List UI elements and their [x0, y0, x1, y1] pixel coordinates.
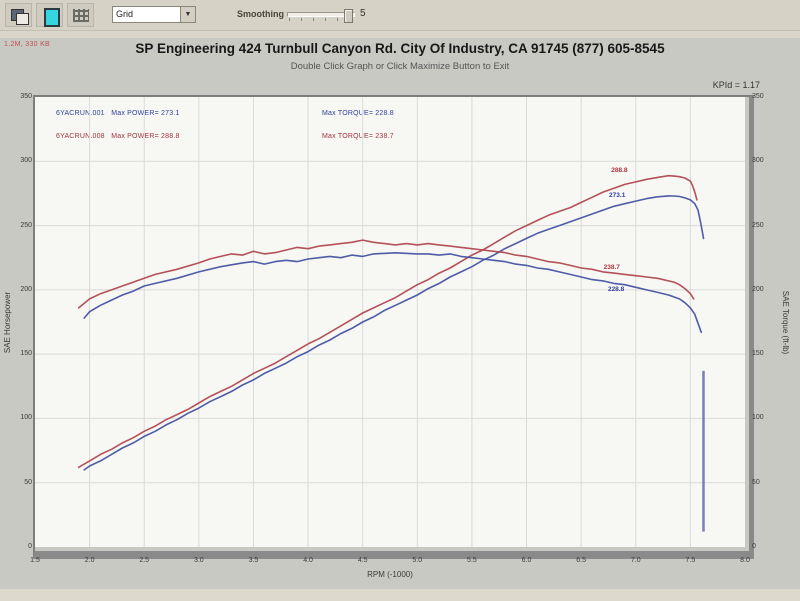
torque-tick-label: 150: [752, 350, 764, 358]
x-tick-label: 3.5: [248, 557, 259, 564]
grid-dropdown[interactable]: Grid ▼: [112, 6, 196, 23]
torque-tick-label: 0: [752, 543, 756, 550]
plot-frame: [33, 95, 754, 559]
legend-run008-file-power: 6YACRUN.008 Max POWER= 288.8: [56, 133, 180, 140]
toolbar: Grid ▼ Smoothing 5: [0, 0, 800, 31]
torque-run008-curve: [77, 239, 695, 309]
x-tick-label: 2.0: [84, 557, 95, 564]
max-value-label: 288.8: [611, 166, 628, 174]
data-grid-button[interactable]: [67, 3, 94, 27]
max-value-label: 228.8: [607, 285, 625, 293]
graph-panel: 1.2M, 330 KB SP Engineering 424 Turnbull…: [0, 38, 800, 589]
x-tick-label: 6.5: [576, 557, 586, 564]
watermark-text: 1.2M, 330 KB: [4, 41, 51, 48]
slider-thumb[interactable]: [344, 9, 353, 23]
x-tick-label: 6.0: [521, 557, 532, 564]
x-tick-label: 2.5: [139, 557, 150, 564]
legend-run001-file-power: 6YACRUN.001 Max POWER= 273.1: [56, 110, 180, 117]
x-tick-label: 3.0: [193, 557, 204, 564]
right-axis-title: SAE Torque (ft-lb): [781, 290, 791, 354]
hp-tick-label: 350: [20, 93, 32, 100]
graph-hint-subtitle: Double Click Graph or Click Maximize But…: [290, 61, 510, 72]
power-run001-curve: [83, 195, 705, 471]
torque-tick-label: 250: [752, 221, 764, 229]
hp-tick-label: 300: [20, 157, 32, 165]
graph-display-button[interactable]: [36, 3, 63, 27]
smoothing-value: 5: [360, 8, 366, 19]
x-tick-label: 7.5: [685, 557, 696, 564]
grid-icon: [68, 4, 93, 26]
torque-tick-label: 200: [752, 285, 764, 293]
torque-tick-label: 100: [752, 414, 764, 422]
max-value-label: 273.1: [609, 192, 626, 199]
hp-tick-label: 0: [28, 543, 32, 550]
curves-svg: [35, 97, 745, 547]
grid-dropdown-value: Grid: [116, 9, 134, 19]
chevron-down-icon[interactable]: ▼: [180, 7, 195, 22]
x-tick-label: 7.0: [630, 557, 641, 564]
x-tick-label: 4.0: [303, 557, 313, 564]
slider-ticks: [289, 18, 351, 21]
max-value-label: 238.7: [603, 264, 620, 271]
plot-area[interactable]: 6YACRUN.001 Max POWER= 273.1 Max TORQUE=…: [35, 97, 745, 547]
x-tick-label: 1.5: [30, 557, 40, 564]
graph-display-icon: [37, 4, 62, 27]
smoothing-label: Smoothing: [237, 9, 284, 19]
torque-run001-curve: [83, 252, 703, 334]
hp-tick-label: 100: [20, 414, 32, 422]
smoothing-slider[interactable]: [287, 8, 355, 23]
x-tick-label: 8.0: [740, 557, 750, 564]
x-tick-label: 4.5: [357, 557, 368, 564]
hp-tick-label: 250: [20, 221, 32, 229]
slider-track: [287, 12, 355, 17]
legend-run001-torque: Max TORQUE= 228.8: [322, 110, 394, 117]
power-run008-curve: [77, 174, 698, 469]
bottom-strip: [0, 589, 800, 601]
x-axis-title: RPM (-1000): [367, 570, 413, 579]
hp-tick-label: 50: [24, 478, 32, 486]
windows-button[interactable]: [5, 3, 32, 27]
legend-run008-torque: Max TORQUE= 238.7: [322, 133, 394, 140]
torque-tick-label: 50: [752, 478, 760, 486]
torque-tick-label: 350: [752, 93, 764, 100]
torque-tick-label: 300: [752, 157, 764, 165]
hp-tick-label: 200: [20, 285, 32, 293]
shop-title: SP Engineering 424 Turnbull Canyon Rd. C…: [135, 41, 665, 56]
x-tick-label: 5.0: [412, 557, 423, 564]
correction-factor-note: KPId = 1.17: [712, 80, 760, 90]
windows-icon: [6, 4, 31, 26]
x-tick-label: 5.5: [467, 557, 477, 564]
hp-tick-label: 150: [20, 350, 32, 358]
